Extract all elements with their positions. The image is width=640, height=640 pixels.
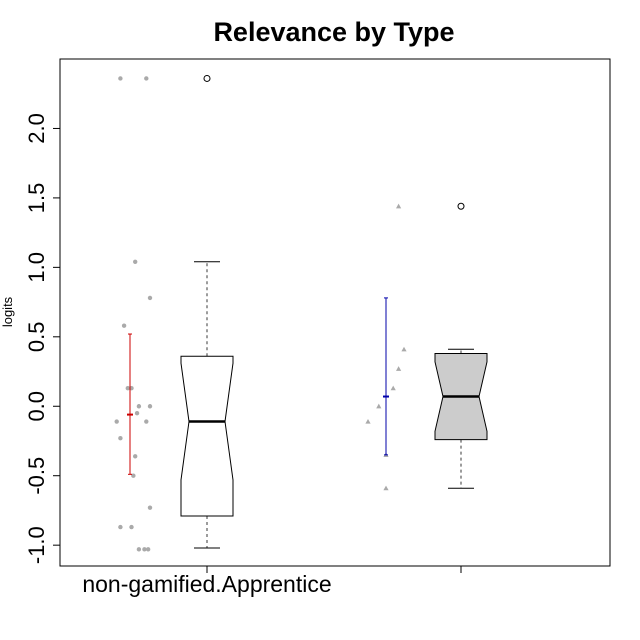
data-point (133, 454, 138, 459)
data-point (147, 404, 153, 409)
x-category-label: non-gamified.Apprentice (82, 571, 331, 597)
data-point (121, 323, 127, 328)
data-point (144, 419, 149, 424)
plot-frame (59, 58, 611, 567)
y-tick-label: 1.5 (24, 183, 49, 214)
data-point (144, 76, 149, 81)
data-point (114, 419, 119, 424)
data-point (390, 385, 396, 391)
y-tick-label: -0.5 (24, 457, 49, 495)
y-tick-label: 0.0 (24, 391, 49, 422)
data-point (396, 366, 402, 371)
data-point (129, 524, 134, 530)
data-point (365, 418, 371, 424)
plot-area: -1.0 -0.5 0.0 0.5 1.0 1.5 2.0 logits non-gamifie… (0, 58, 611, 597)
y-tick-label: 0.5 (24, 322, 49, 353)
chart-title: Relevance by Type (213, 17, 454, 47)
data-point (383, 485, 389, 491)
data-point (136, 547, 142, 552)
data-point (125, 386, 130, 391)
data-point (118, 436, 123, 441)
y-axis-label: logits (0, 296, 15, 327)
data-point (396, 203, 402, 209)
notched-box (180, 355, 234, 517)
data-point (134, 411, 140, 416)
data-point (401, 346, 407, 352)
data-point (376, 403, 382, 409)
outlier-point (203, 74, 211, 82)
data-point (142, 547, 147, 552)
y-tick-label: 1.0 (24, 252, 49, 283)
y-tick-label: 2.0 (24, 113, 49, 144)
data-point (118, 76, 123, 81)
data-point (136, 404, 142, 409)
outlier-point (457, 202, 465, 210)
data-point (118, 524, 123, 530)
data-point (133, 259, 138, 264)
data-point (145, 547, 151, 552)
data-point (147, 295, 153, 301)
y-tick-label: -1.0 (24, 526, 49, 564)
data-point (147, 505, 153, 510)
data-point (131, 473, 136, 478)
